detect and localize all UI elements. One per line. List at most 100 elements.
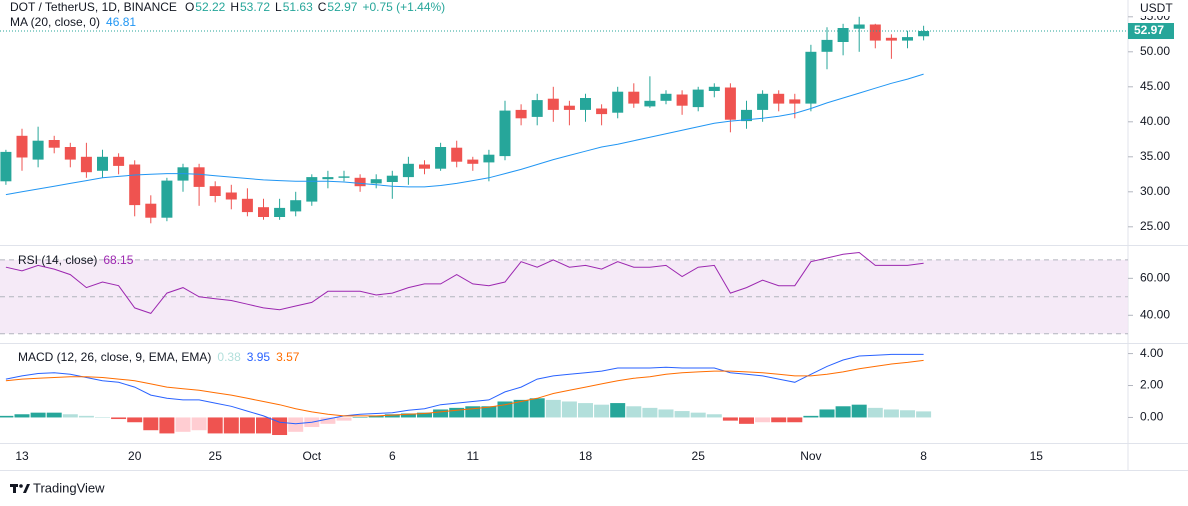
histogram-bar	[674, 411, 690, 418]
x-tick-label: 11	[467, 449, 480, 463]
histogram-bar	[867, 407, 883, 418]
legend-value: 3.57	[276, 350, 300, 364]
x-tick-label: Oct	[302, 449, 321, 463]
currency-label: USDT	[1140, 1, 1173, 15]
candle-body	[789, 99, 801, 104]
candle-body	[918, 31, 930, 37]
histogram-bar	[239, 417, 255, 434]
candle-body	[419, 164, 430, 169]
candle-body	[435, 147, 447, 169]
legend-text: H	[230, 0, 239, 14]
y-tick-label: 45.00	[1140, 79, 1170, 93]
histogram-bar	[626, 406, 642, 418]
candle-body	[370, 179, 382, 184]
candle-body	[97, 156, 108, 171]
footer-brand: TradingView	[33, 480, 105, 495]
histogram-bar	[62, 414, 78, 418]
y-tick-label: 4.00	[1140, 346, 1164, 360]
x-tick-label: 25	[209, 449, 223, 463]
rsi-line	[5, 251, 924, 314]
histogram-bar	[803, 415, 819, 418]
candle-body	[209, 186, 221, 196]
histogram-bar	[513, 399, 529, 418]
candle-body	[354, 177, 366, 187]
y-tick-label: 40.00	[1140, 307, 1170, 321]
legend-text: C	[318, 0, 327, 14]
y-tick-label: 0.00	[1140, 410, 1164, 424]
x-tick-label: 25	[692, 449, 706, 463]
histogram-bar	[417, 412, 432, 418]
candle-body	[692, 89, 704, 108]
candle-body	[80, 156, 92, 173]
legend-value: 0.38	[217, 350, 241, 364]
y-tick-label: 40.00	[1140, 114, 1170, 128]
x-tick-label: 13	[15, 449, 29, 463]
candle-body	[869, 24, 881, 41]
candle-body	[644, 100, 656, 107]
legend-text: MA (20, close, 0)	[10, 15, 100, 29]
candle-body	[499, 110, 511, 157]
logo-part	[23, 484, 30, 493]
histogram-bar	[819, 409, 835, 418]
candle-body	[113, 156, 125, 166]
candle-body	[757, 93, 769, 110]
histogram-bar	[143, 417, 159, 431]
histogram-bar	[14, 414, 30, 418]
histogram-bar	[594, 404, 610, 418]
legend-text: DOT / TetherUS, 1D, BINANCE	[10, 0, 177, 14]
candle-body	[225, 192, 237, 200]
histogram-bar	[545, 399, 561, 418]
legend-text: MACD (12, 26, close, 9, EMA, EMA)	[18, 350, 211, 364]
histogram-bar	[320, 417, 336, 424]
histogram-bar	[658, 409, 674, 418]
x-tick-label: 15	[1030, 449, 1044, 463]
candle-body	[483, 154, 495, 163]
candle-body	[193, 167, 205, 187]
candle-body	[274, 207, 286, 217]
histogram-bar	[610, 403, 626, 418]
histogram-bar	[755, 417, 771, 423]
candle-body	[612, 91, 624, 113]
histogram-bar	[272, 417, 288, 436]
x-tick-label: 8	[920, 449, 927, 463]
candle-body	[531, 100, 543, 117]
histogram-bar	[352, 417, 368, 418]
candle-body	[628, 91, 640, 104]
candle-body	[48, 140, 60, 148]
candle-body	[451, 147, 463, 162]
histogram-bar	[175, 417, 191, 432]
candle-body	[596, 108, 608, 115]
candle-body	[885, 37, 897, 41]
histogram-bar	[95, 417, 110, 418]
legend-text: O	[185, 0, 194, 14]
histogram-bar	[722, 417, 738, 421]
histogram-bar	[159, 417, 175, 434]
y-tick-label: 30.00	[1140, 184, 1170, 198]
histogram-bar	[883, 409, 899, 418]
candle-body	[241, 198, 253, 213]
candle-body	[741, 109, 752, 122]
candle-body	[853, 24, 865, 29]
candle-body	[145, 203, 157, 218]
histogram-bar	[529, 398, 545, 418]
candle-body	[515, 109, 527, 119]
candle-body	[821, 39, 833, 52]
histogram-bar	[578, 403, 593, 418]
candle-body	[161, 180, 173, 218]
x-tick-label: 18	[579, 449, 593, 463]
candle-body	[902, 37, 913, 41]
candle-body	[563, 105, 575, 110]
histogram-bar	[916, 411, 932, 418]
candle-body	[322, 177, 334, 180]
candle-body	[338, 176, 350, 178]
legend-text: L	[275, 0, 282, 14]
candle-body	[129, 164, 141, 206]
last-price-label: 52.97	[1134, 23, 1164, 37]
histogram-bar	[900, 410, 915, 418]
candle-body	[16, 135, 28, 158]
y-tick-label: 2.00	[1140, 378, 1164, 392]
candle-body	[64, 147, 76, 160]
histogram-bar	[78, 415, 94, 418]
